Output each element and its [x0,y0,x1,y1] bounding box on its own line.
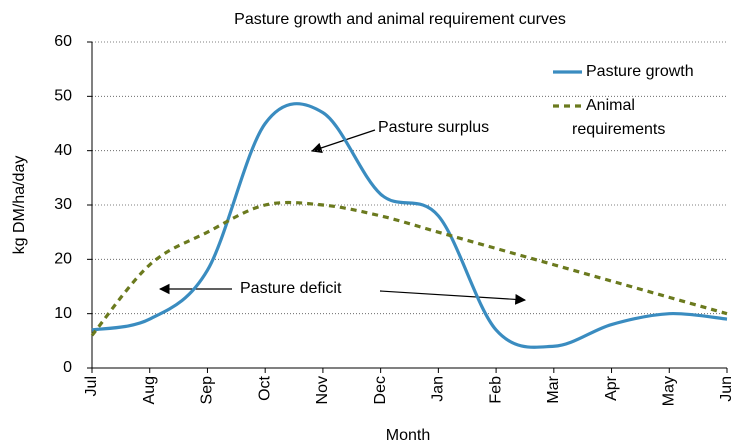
y-tick-label: 30 [54,196,72,213]
x-tick-label: Nov [314,376,331,404]
y-axis-title: kg DM/ha/day [11,156,28,255]
x-tick-label: Feb [487,376,504,404]
y-tick-label: 0 [63,359,72,376]
y-tick-label: 50 [54,88,72,105]
chart-title: Pasture growth and animal requirement cu… [234,11,566,28]
x-tick-label: Dec [372,376,389,404]
legend-label: Pasture growth [586,63,694,80]
x-tick-label: Sep [199,376,216,405]
x-tick-label: Jan [430,376,447,402]
annotation-arrow [310,129,376,154]
y-tick-label: 10 [54,305,72,322]
y-tick-label: 60 [54,33,72,50]
x-tick-label: Jun [718,376,733,402]
series-line [90,200,728,337]
x-tick-label: Apr [603,375,620,401]
x-tick-label: Aug [141,376,158,404]
annotation: Pasture surplus [378,119,489,136]
x-tick-label: May [660,376,677,406]
annotation-arrow [379,290,527,305]
x-tick-label: Oct [256,375,273,400]
x-axis-title: Month [386,427,430,443]
x-tick-label: Jul [83,376,100,396]
y-tick-label: 40 [54,142,72,159]
annotation: Pasture deficit [240,280,342,297]
y-tick-label: 20 [54,251,72,268]
series-line [91,102,728,349]
legend-label: Animal requirements [572,97,665,138]
x-tick-label: Mar [545,375,562,403]
